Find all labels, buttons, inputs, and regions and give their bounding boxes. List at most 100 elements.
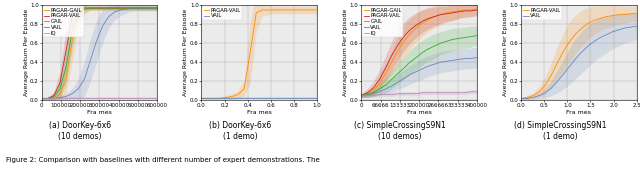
IQ [388, 94, 396, 96]
VAIL [419, 52, 426, 54]
VAIL [240, 97, 248, 99]
VAIL [86, 7, 94, 9]
VAIL [400, 67, 408, 69]
PAGAR-GAIL [431, 16, 438, 18]
VAIL [62, 66, 70, 68]
PAGAR-GAIL [111, 7, 118, 9]
VAIL [548, 87, 556, 89]
PAGAR-VAIL [68, 17, 76, 19]
IQ [406, 93, 414, 95]
VAIL [584, 45, 592, 47]
GAIL [141, 7, 149, 9]
IQ [455, 92, 463, 94]
VAIL [56, 88, 64, 90]
PAGAR-VAIL [566, 40, 573, 42]
Line: GAIL: GAIL [42, 8, 157, 98]
GAIL [436, 61, 444, 63]
PAGAR-VAIL [529, 95, 537, 97]
IQ [419, 92, 426, 94]
PAGAR-VAIL [210, 97, 218, 99]
PAGAR-GAIL [81, 9, 88, 11]
VAIL [517, 97, 525, 99]
Y-axis label: Average Return Per Episode: Average Return Per Episode [24, 9, 29, 96]
VAIL [578, 51, 586, 53]
Line: VAIL: VAIL [361, 36, 477, 96]
GAIL [388, 85, 396, 87]
Legend: PAGAR-GAIL, PAGAR-VAIL, GAIL, VAIL, IQ: PAGAR-GAIL, PAGAR-VAIL, GAIL, VAIL, IQ [362, 6, 403, 37]
VAIL [295, 97, 303, 99]
PAGAR-VAIL [357, 95, 365, 97]
VAIL [541, 92, 549, 94]
Line: PAGAR-GAIL: PAGAR-GAIL [42, 8, 157, 98]
GAIL [50, 97, 58, 99]
VAIL [381, 84, 389, 86]
PAGAR-GAIL [436, 14, 444, 16]
VAIL [210, 97, 218, 99]
PAGAR-GAIL [147, 7, 155, 9]
VAIL [566, 65, 573, 67]
PAGAR-VAIL [62, 50, 70, 52]
PAGAR-VAIL [590, 19, 598, 21]
VAIL [259, 97, 266, 99]
PAGAR-VAIL [141, 7, 149, 9]
PAGAR-VAIL [147, 7, 155, 9]
GAIL [123, 8, 131, 10]
GAIL [424, 65, 432, 67]
VAIL [276, 97, 284, 99]
PAGAR-VAIL [578, 27, 586, 29]
PAGAR-VAIL [609, 15, 616, 17]
PAGAR-VAIL [449, 12, 456, 14]
VAIL [461, 37, 468, 39]
VAIL [436, 42, 444, 44]
IQ [44, 97, 52, 99]
PAGAR-VAIL [473, 9, 481, 11]
VAIL [50, 95, 58, 98]
PAGAR-VAIL [222, 97, 230, 99]
IQ [461, 92, 468, 94]
VAIL [560, 73, 568, 75]
PAGAR-VAIL [204, 97, 211, 99]
IQ [400, 93, 408, 95]
PAGAR-VAIL [364, 92, 371, 94]
GAIL [412, 71, 420, 73]
PAGAR-GAIL [455, 10, 463, 12]
VAIL [357, 95, 365, 97]
PAGAR-VAIL [283, 9, 291, 11]
VAIL [123, 7, 131, 9]
PAGAR-GAIL [141, 7, 149, 9]
PAGAR-GAIL [424, 19, 432, 21]
GAIL [376, 91, 383, 93]
GAIL [364, 94, 371, 96]
IQ [141, 97, 149, 99]
X-axis label: Fra mes: Fra mes [87, 110, 112, 115]
IQ [105, 97, 113, 99]
PAGAR-VAIL [394, 44, 402, 46]
PAGAR-GAIL [99, 7, 106, 9]
PAGAR-VAIL [461, 10, 468, 12]
GAIL [99, 25, 106, 27]
VAIL [147, 7, 155, 9]
PAGAR-VAIL [596, 17, 604, 20]
IQ [473, 91, 481, 93]
IQ [111, 97, 118, 99]
PAGAR-VAIL [419, 20, 426, 22]
Legend: PAGAR-VAIL, VAIL: PAGAR-VAIL, VAIL [202, 6, 242, 20]
Line: VAIL: VAIL [521, 26, 637, 98]
PAGAR-VAIL [216, 97, 223, 99]
PAGAR-GAIL [44, 97, 52, 99]
PAGAR-VAIL [81, 7, 88, 9]
PAGAR-VAIL [627, 13, 634, 15]
VAIL [93, 7, 100, 9]
VAIL [216, 97, 223, 99]
VAIL [314, 97, 321, 99]
VAIL [252, 97, 260, 99]
PAGAR-VAIL [252, 12, 260, 14]
IQ [117, 97, 125, 99]
GAIL [455, 58, 463, 61]
GAIL [62, 95, 70, 98]
Text: (d) SimpleCrossingS9N1
(1 demo): (d) SimpleCrossingS9N1 (1 demo) [514, 121, 606, 141]
PAGAR-VAIL [38, 97, 45, 99]
VAIL [38, 97, 45, 99]
PAGAR-GAIL [357, 95, 365, 97]
Line: PAGAR-VAIL: PAGAR-VAIL [42, 8, 157, 98]
